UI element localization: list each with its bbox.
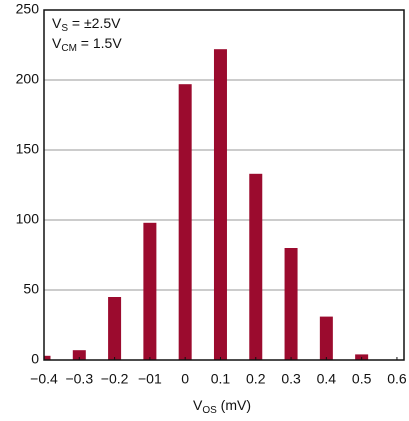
x-tick-label: 0.1: [211, 371, 231, 387]
bar: [108, 297, 122, 360]
y-tick-label: 150: [16, 141, 40, 157]
bar: [178, 84, 192, 360]
x-tick-label: −01: [138, 371, 162, 387]
x-tick-label: 0.4: [317, 371, 337, 387]
y-tick-label: 250: [16, 1, 40, 17]
x-tick-label: 0.6: [387, 371, 407, 387]
annotation: VCM = 1.5V: [52, 35, 122, 54]
x-tick-label: 0.2: [246, 371, 266, 387]
annotation: VS = ±2.5V: [52, 15, 121, 34]
x-tick-label: 0.3: [281, 371, 301, 387]
annotation-box: [46, 12, 156, 62]
y-tick-label: 200: [16, 71, 40, 87]
x-axis-label: VOS (mV): [193, 397, 251, 416]
x-tick-label: 0.5: [352, 371, 372, 387]
bar: [213, 49, 227, 360]
x-tick-label: 0: [181, 371, 189, 387]
bars: [44, 49, 369, 360]
bar: [249, 173, 263, 360]
plot-frame: [43, 9, 405, 361]
bar: [72, 350, 86, 360]
bar: [44, 355, 51, 360]
x-tick-label: −0.3: [65, 371, 93, 387]
y-tick-label: 100: [16, 211, 40, 227]
bar: [284, 248, 298, 360]
y-tick-label: 50: [23, 281, 39, 297]
bar: [319, 316, 333, 360]
x-tick-label: −0.4: [30, 371, 58, 387]
y-tick-label: 0: [31, 351, 39, 367]
bar: [143, 222, 157, 360]
x-tick-label: −0.2: [101, 371, 129, 387]
